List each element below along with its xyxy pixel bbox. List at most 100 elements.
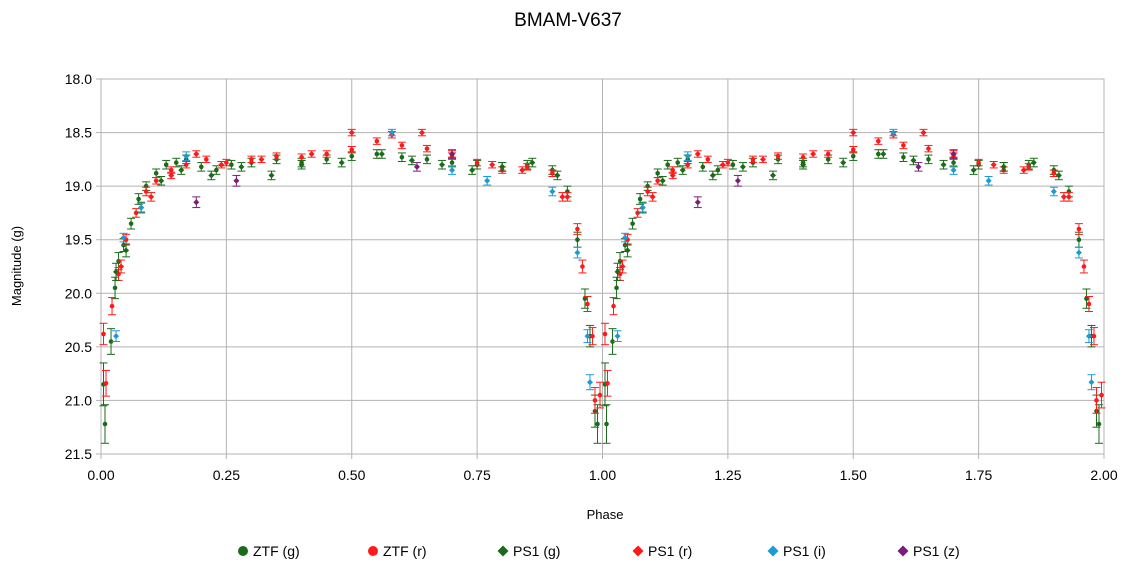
point-ps1-g (498, 162, 507, 172)
point-ztf-r (397, 141, 406, 150)
point-ps1-i (483, 176, 492, 186)
point-ps1-g (553, 170, 562, 181)
point-ztf-g (713, 165, 722, 175)
point-ps1-r (718, 161, 727, 169)
point-ps1-g (1029, 157, 1038, 168)
point-ztf-r (643, 186, 652, 197)
data-points (99, 128, 1106, 444)
point-ps1-g (407, 155, 416, 166)
legend-label: PS1 (g) (513, 543, 560, 559)
x-tick-label: 0.50 (338, 467, 365, 483)
x-tick-label: 1.50 (840, 467, 867, 483)
point-ps1-g (177, 165, 186, 175)
point-ps1-g (678, 165, 687, 175)
legend-label: ZTF (g) (253, 543, 300, 559)
point-ps1-g (879, 149, 888, 159)
legend-item-ps1-i: PS1 (i) (767, 543, 826, 559)
point-ztf-r (588, 327, 597, 346)
point-ps1-g (122, 243, 131, 258)
point-ps1-g (438, 159, 447, 170)
point-ps1-r (648, 192, 657, 202)
point-ps1-g (658, 176, 667, 186)
point-ztf-r (603, 369, 612, 397)
point-ztf-g (101, 404, 110, 444)
point-ps1-g (708, 170, 717, 181)
point-ztf-g (653, 168, 662, 179)
point-ztf-r (874, 137, 883, 145)
axis-ticks: 0.00 0.25 0.50 0.75 1.00 1.25 1.50 1.75 2.00 18.0… (65, 71, 1118, 483)
point-ztf-g (107, 328, 116, 355)
point-ps1-g (909, 155, 918, 166)
x-tick-label: 0.00 (87, 467, 114, 483)
point-ps1-i (573, 246, 582, 259)
point-ps1-i (638, 202, 647, 213)
point-ztf-r (633, 208, 642, 218)
point-ztf-g (397, 152, 406, 162)
point-ztf-r (609, 297, 618, 316)
point-ztf-g (899, 152, 908, 162)
x-tick-label: 1.00 (589, 467, 616, 483)
point-ztf-r (272, 152, 281, 160)
x-tick-label: 0.25 (213, 467, 240, 483)
point-ps1-r (417, 128, 426, 137)
point-ps1-g (237, 162, 246, 172)
point-ps1-r (1019, 166, 1028, 174)
point-ps1-g (337, 157, 346, 168)
point-ztf-r (1024, 163, 1033, 171)
point-ztf-r (849, 146, 858, 154)
y-tick-label: 21.0 (65, 392, 92, 408)
point-ztf-g (628, 217, 637, 230)
point-ztf-g (197, 162, 206, 172)
x-tick-label: 0.75 (464, 467, 491, 483)
point-ps1-r (758, 155, 767, 164)
point-ztf-r (924, 144, 933, 153)
x-tick-label: 1.25 (714, 467, 741, 483)
point-ps1-i (1074, 246, 1083, 259)
point-ps1-g (157, 176, 166, 186)
y-axis-label: Magnitude (g) (9, 226, 24, 306)
point-ztf-g (663, 159, 672, 170)
point-ps1-g (377, 149, 386, 159)
point-ztf-r (372, 137, 381, 145)
legend-marker (897, 545, 909, 557)
legend-marker (497, 545, 509, 557)
legend-item-ztf-r: ZTF (r) (368, 543, 427, 559)
point-ps1-i (1087, 374, 1096, 391)
point-ztf-r (142, 186, 151, 197)
point-ps1-r (117, 259, 126, 274)
point-ps1-g (969, 165, 978, 175)
point-ztf-r (1079, 259, 1088, 274)
legend-item-ps1-r: PS1 (r) (632, 543, 692, 559)
y-tick-label: 19.0 (65, 178, 92, 194)
point-ps1-z (232, 174, 241, 187)
legend-label: PS1 (i) (783, 543, 826, 559)
legend-label: ZTF (r) (383, 543, 427, 559)
legend-item-ztf-g: ZTF (g) (238, 543, 300, 559)
point-ps1-i (548, 186, 557, 197)
point-ps1-z (192, 196, 201, 209)
point-ztf-r (683, 161, 692, 169)
point-ps1-i (1084, 329, 1093, 344)
point-ps1-i (621, 232, 630, 243)
point-ps1-z (914, 162, 923, 172)
point-ps1-r (347, 128, 356, 137)
point-ps1-r (849, 128, 858, 137)
point-ps1-g (528, 157, 537, 168)
point-ps1-g (267, 170, 276, 181)
point-ps1-r (989, 161, 998, 169)
x-tick-label: 2.00 (1090, 467, 1117, 483)
point-ztf-r (824, 150, 833, 158)
point-ps1-i (448, 165, 457, 175)
point-ztf-r (590, 387, 599, 414)
legend-item-ps1-z: PS1 (z) (897, 543, 960, 559)
legend-marker (767, 545, 779, 557)
point-ps1-i (585, 374, 594, 391)
chart-title: BMAM-V637 (514, 10, 622, 31)
point-ps1-r (919, 128, 928, 137)
point-ps1-z (448, 149, 457, 159)
point-ps1-g (613, 262, 622, 281)
point-ztf-r (347, 146, 356, 154)
y-tick-label: 18.5 (65, 125, 92, 141)
point-ztf-r (202, 155, 211, 164)
